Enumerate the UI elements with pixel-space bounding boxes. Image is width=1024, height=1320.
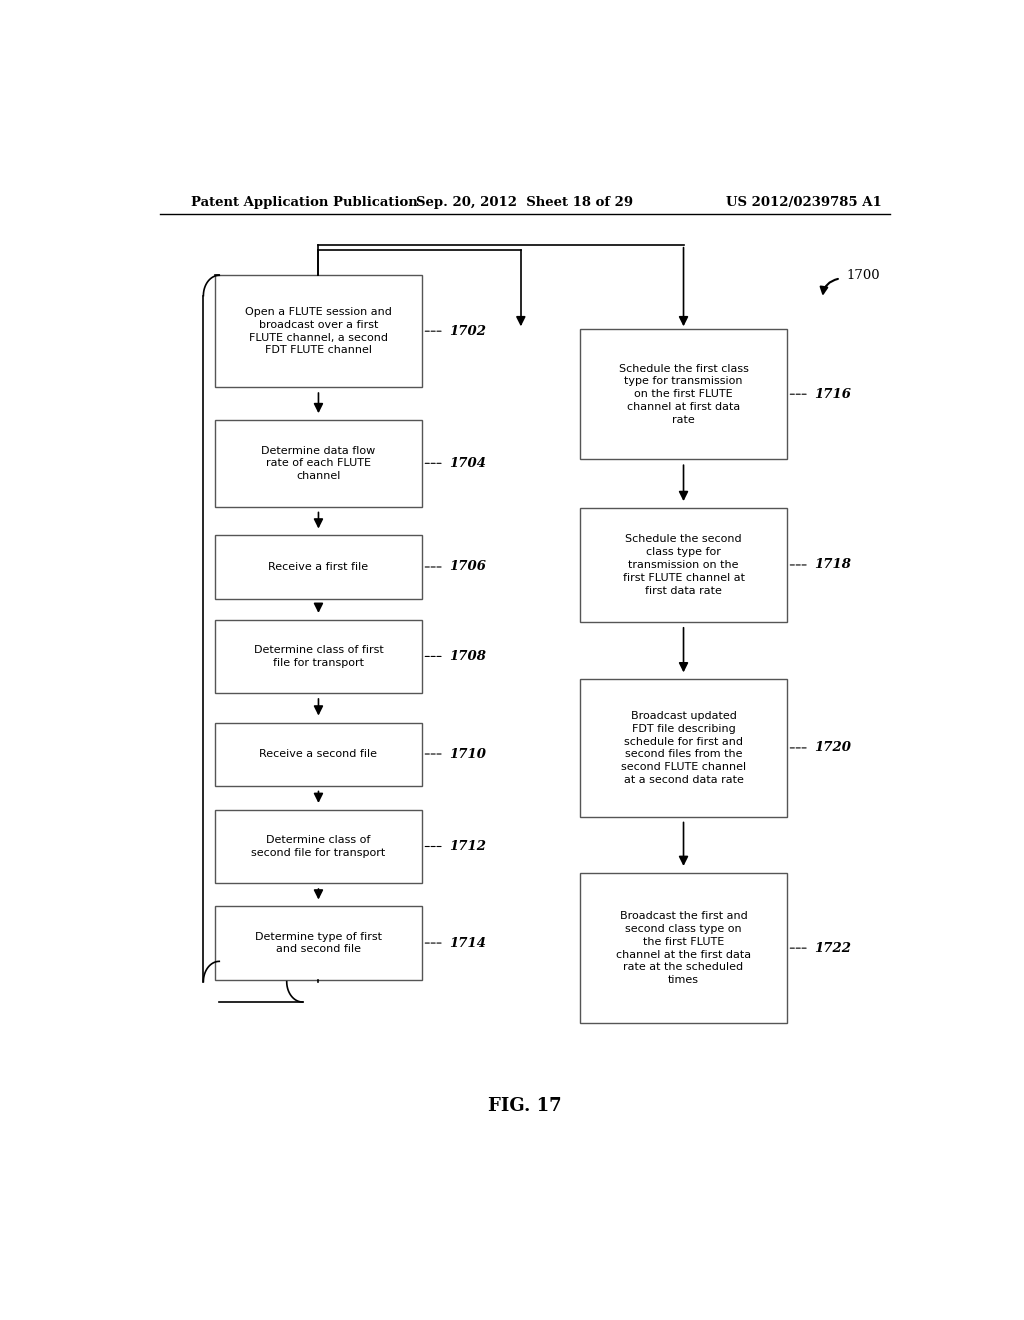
FancyBboxPatch shape bbox=[215, 420, 422, 507]
FancyBboxPatch shape bbox=[581, 508, 786, 622]
Text: 1704: 1704 bbox=[450, 457, 486, 470]
Text: Receive a first file: Receive a first file bbox=[268, 562, 369, 572]
Text: 1700: 1700 bbox=[846, 269, 880, 281]
Text: 1702: 1702 bbox=[450, 325, 486, 338]
Text: 1718: 1718 bbox=[814, 558, 852, 572]
Text: Determine data flow
rate of each FLUTE
channel: Determine data flow rate of each FLUTE c… bbox=[261, 446, 376, 480]
Text: 1706: 1706 bbox=[450, 561, 486, 573]
FancyBboxPatch shape bbox=[215, 276, 422, 387]
Text: FIG. 17: FIG. 17 bbox=[488, 1097, 561, 1114]
Text: 1708: 1708 bbox=[450, 649, 486, 663]
Text: 1710: 1710 bbox=[450, 747, 486, 760]
FancyBboxPatch shape bbox=[215, 536, 422, 598]
FancyBboxPatch shape bbox=[215, 810, 422, 883]
FancyBboxPatch shape bbox=[215, 620, 422, 693]
Text: Sep. 20, 2012  Sheet 18 of 29: Sep. 20, 2012 Sheet 18 of 29 bbox=[416, 195, 634, 209]
Text: 1716: 1716 bbox=[814, 388, 852, 401]
Text: US 2012/0239785 A1: US 2012/0239785 A1 bbox=[726, 195, 882, 209]
Text: Schedule the second
class type for
transmission on the
first FLUTE channel at
fi: Schedule the second class type for trans… bbox=[623, 535, 744, 595]
Text: Receive a second file: Receive a second file bbox=[259, 748, 378, 759]
Text: Open a FLUTE session and
broadcast over a first
FLUTE channel, a second
FDT FLUT: Open a FLUTE session and broadcast over … bbox=[245, 308, 392, 355]
Text: Schedule the first class
type for transmission
on the first FLUTE
channel at fir: Schedule the first class type for transm… bbox=[618, 363, 749, 425]
FancyBboxPatch shape bbox=[581, 329, 786, 459]
FancyBboxPatch shape bbox=[581, 680, 786, 817]
Text: Determine class of
second file for transport: Determine class of second file for trans… bbox=[251, 836, 386, 858]
Text: 1714: 1714 bbox=[450, 937, 486, 949]
FancyBboxPatch shape bbox=[215, 907, 422, 979]
Text: Patent Application Publication: Patent Application Publication bbox=[191, 195, 418, 209]
Text: Determine type of first
and second file: Determine type of first and second file bbox=[255, 932, 382, 954]
FancyBboxPatch shape bbox=[215, 722, 422, 785]
Text: Determine class of first
file for transport: Determine class of first file for transp… bbox=[254, 645, 383, 668]
Text: Broadcast the first and
second class type on
the first FLUTE
channel at the firs: Broadcast the first and second class typ… bbox=[616, 911, 751, 985]
Text: 1722: 1722 bbox=[814, 941, 852, 954]
FancyBboxPatch shape bbox=[581, 873, 786, 1023]
Text: 1712: 1712 bbox=[450, 840, 486, 853]
Text: Broadcast updated
FDT file describing
schedule for first and
second files from t: Broadcast updated FDT file describing sc… bbox=[621, 711, 746, 785]
Text: 1720: 1720 bbox=[814, 742, 852, 755]
